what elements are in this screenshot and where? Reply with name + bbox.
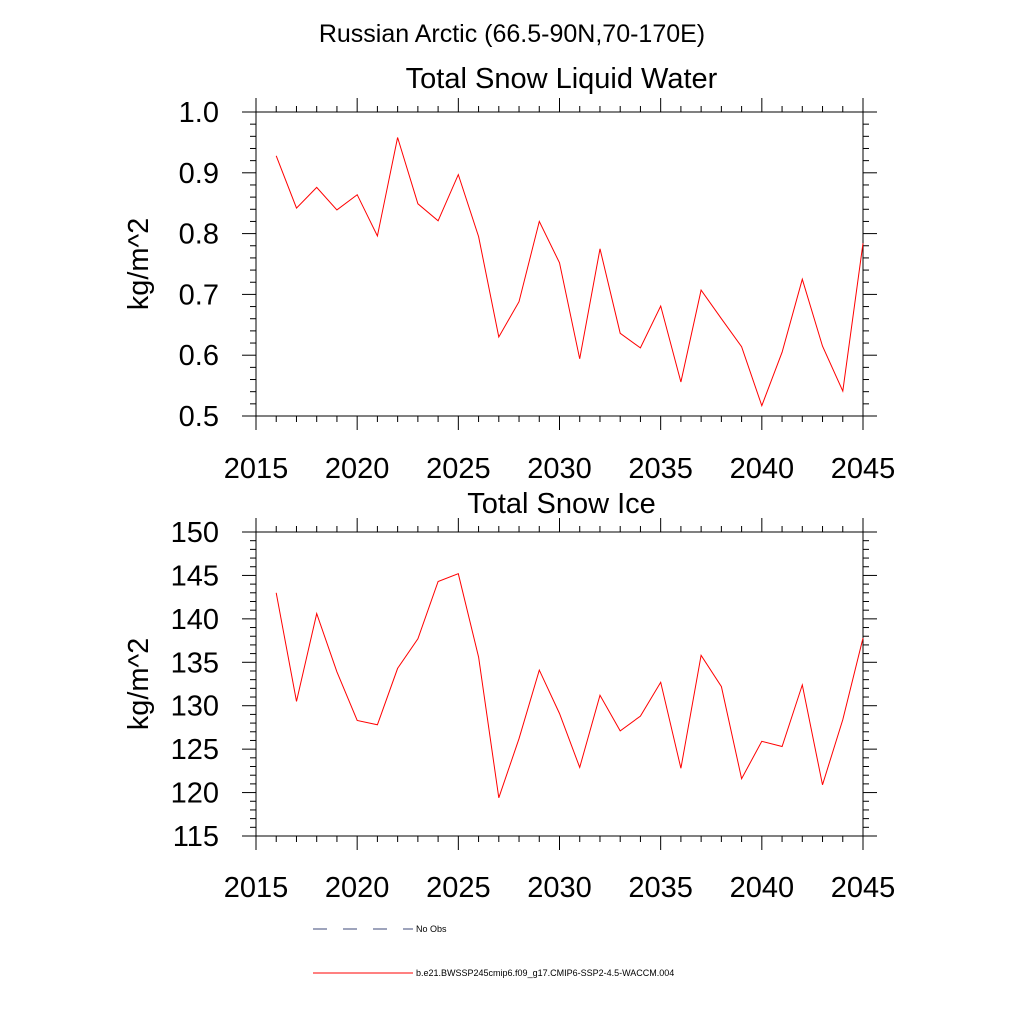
x-tick-label: 2020 bbox=[325, 453, 390, 485]
x-tick-label: 2020 bbox=[325, 872, 390, 904]
chart-title: Total Snow Ice bbox=[467, 488, 656, 520]
panel-snow-liquid-water: Total Snow Liquid Water kg/m^2 2015 2020 202… bbox=[123, 63, 895, 485]
legend-label-obs: No Obs bbox=[416, 924, 447, 934]
y-tick-label: 140 bbox=[171, 604, 219, 636]
x-tick-label: 2035 bbox=[628, 872, 693, 904]
y-axis-label: kg/m^2 bbox=[123, 218, 155, 311]
y-tick-label: 130 bbox=[171, 691, 219, 723]
y-tick-label: 1.0 bbox=[179, 97, 219, 129]
y-tick-label: 0.7 bbox=[179, 279, 219, 311]
x-tick-label: 2045 bbox=[831, 453, 896, 485]
x-tick-label: 2015 bbox=[224, 453, 289, 485]
y-tick-label: 0.9 bbox=[179, 158, 219, 190]
x-tick-label: 2040 bbox=[730, 453, 795, 485]
plot-frame bbox=[255, 531, 864, 837]
chart-title: Total Snow Liquid Water bbox=[406, 63, 718, 95]
y-tick-label: 0.6 bbox=[179, 340, 219, 372]
x-tick-label: 2015 bbox=[224, 872, 289, 904]
y-tick-label: 115 bbox=[173, 821, 219, 853]
y-tick-label: 0.8 bbox=[179, 219, 219, 251]
x-tick-label: 2040 bbox=[730, 872, 795, 904]
x-tick-label: 2030 bbox=[527, 453, 592, 485]
y-tick-label: 120 bbox=[171, 778, 219, 810]
series-line-waccm bbox=[275, 137, 864, 408]
y-tick-label: 0.5 bbox=[179, 401, 219, 433]
x-tick-label: 2035 bbox=[628, 453, 693, 485]
y-axis-label: kg/m^2 bbox=[123, 638, 155, 731]
figure-suptitle: Russian Arctic (66.5-90N,70-170E) bbox=[319, 20, 705, 48]
y-tick-label: 125 bbox=[171, 734, 219, 766]
series-line-waccm bbox=[275, 573, 864, 798]
x-tick-label: 2025 bbox=[426, 872, 491, 904]
y-tick-label: 145 bbox=[171, 560, 219, 592]
panel-snow-ice: Total Snow Ice kg/m^2 2015 2020 2025 2030 2035… bbox=[123, 488, 895, 904]
legend: No Obs b.e21.BWSSP245cmip6.f09_g17.CMIP6-… bbox=[313, 924, 674, 978]
legend-label-model: b.e21.BWSSP245cmip6.f09_g17.CMIP6-SSP2-4… bbox=[416, 968, 674, 978]
y-tick-label: 150 bbox=[171, 517, 219, 549]
x-tick-label: 2025 bbox=[426, 453, 491, 485]
x-tick-label: 2045 bbox=[831, 872, 896, 904]
x-tick-label: 2030 bbox=[527, 872, 592, 904]
y-tick-label: 135 bbox=[171, 647, 219, 679]
